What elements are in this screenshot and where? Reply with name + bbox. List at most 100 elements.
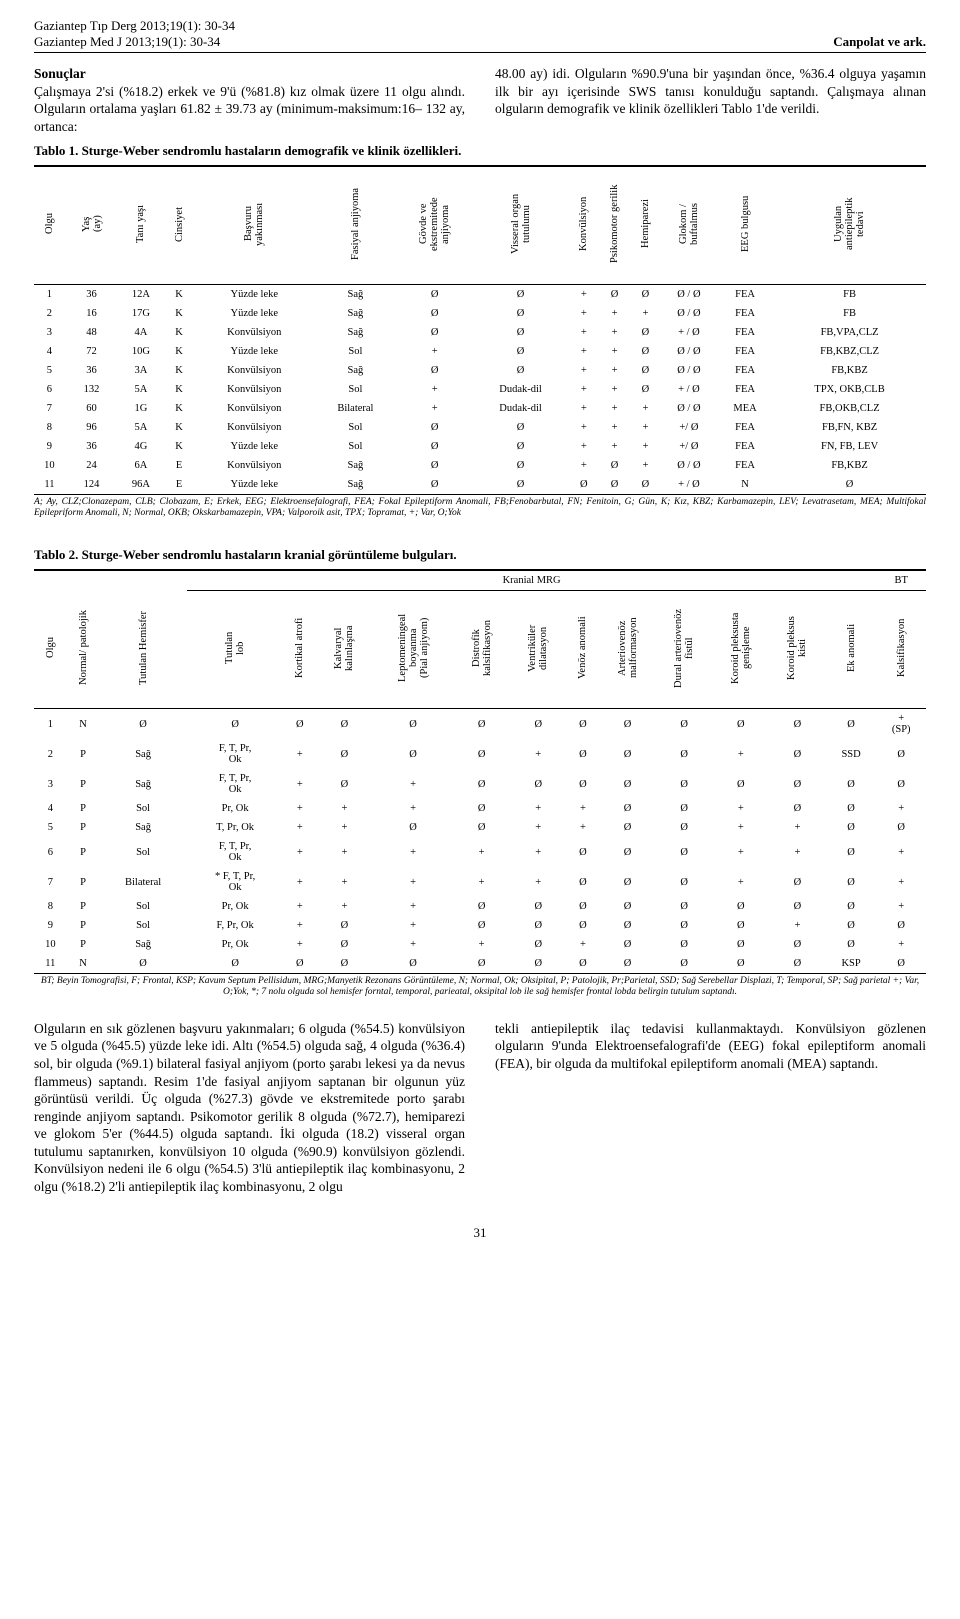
t1-cell: +	[568, 380, 599, 399]
t1-cell: +	[568, 323, 599, 342]
t2-cell: Ø	[453, 769, 510, 799]
t1-cell: Ø	[599, 285, 630, 305]
t2-cell: +	[876, 897, 926, 916]
t1-cell: Ø	[397, 304, 473, 323]
t1-cell: Ø	[773, 475, 926, 495]
table-row: 5PSağT, Pr, Ok++ØØ++ØØ++ØØ	[34, 818, 926, 837]
t1-cell: +	[599, 323, 630, 342]
t2-cell: 5	[34, 818, 67, 837]
t1-cell: 3A	[118, 361, 163, 380]
t2-cell: +	[876, 799, 926, 818]
t1-cell: Ø / Ø	[661, 304, 717, 323]
t2-cell: Ø	[599, 954, 656, 974]
t1-cell: +	[630, 418, 661, 437]
t2-cell: +	[567, 799, 600, 818]
t1-cell: K	[164, 361, 195, 380]
page-number: 31	[34, 1225, 926, 1241]
t2-cell: +	[713, 818, 770, 837]
t1-cell: +/ Ø	[661, 418, 717, 437]
t1-cell: Sağ	[314, 361, 397, 380]
t2-cell: Ø	[510, 709, 567, 740]
t2-cell: +	[510, 867, 567, 897]
t2-cell: +	[373, 916, 454, 935]
t1-cell: Dudak-dil	[473, 380, 569, 399]
t2-cell: Pr, Ok	[187, 935, 284, 954]
t2-cell: Ø	[656, 769, 713, 799]
t1-cell: +	[568, 437, 599, 456]
t2-cell: Ø	[567, 897, 600, 916]
t2-cell: 9	[34, 916, 67, 935]
t1-cell: Ø / Ø	[661, 342, 717, 361]
t2-cell: +	[567, 818, 600, 837]
t1-cell: +	[568, 456, 599, 475]
page-header: Gaziantep Tıp Derg 2013;19(1): 30-34 Gaz…	[34, 18, 926, 53]
t2-cell: 11	[34, 954, 67, 974]
t1-cell: FB,KBZ	[773, 456, 926, 475]
t1-cell: K	[164, 418, 195, 437]
t2-cell: Pr, Ok	[187, 897, 284, 916]
t2-cell: Ø	[510, 954, 567, 974]
t2-cell: P	[67, 897, 100, 916]
intro-left-body: Çalışmaya 2'si (%18.2) erkek ve 9'ü (%81…	[34, 84, 465, 134]
t1-cell: 124	[65, 475, 118, 495]
t1-header: Glokom /buftalmus	[661, 167, 717, 285]
t1-cell: Ø	[473, 456, 569, 475]
t2-cell: Ø	[876, 954, 926, 974]
t1-cell: +	[599, 380, 630, 399]
t1-cell: + / Ø	[661, 323, 717, 342]
t1-cell: FEA	[717, 418, 773, 437]
t2-cell: +	[373, 897, 454, 916]
t1-cell: 3	[34, 323, 65, 342]
t1-cell: FEA	[717, 304, 773, 323]
t1-cell: 5	[34, 361, 65, 380]
t2-cell: +	[373, 837, 454, 867]
t1-cell: Ø	[473, 304, 569, 323]
t1-cell: Ø	[397, 285, 473, 305]
t2-cell: Ø	[656, 916, 713, 935]
table2: Kranial MRGBTOlguNormal/ patolojikTutula…	[34, 569, 926, 974]
t1-cell: 36	[65, 361, 118, 380]
t1-cell: Yüzde leke	[194, 342, 314, 361]
t1-cell: Sağ	[314, 285, 397, 305]
t2-cell: Ø	[656, 897, 713, 916]
table-row: 8965AKKonvülsiyonSolØØ++++/ ØFEAFB,FN, K…	[34, 418, 926, 437]
t2-header: Olgu	[34, 591, 67, 709]
t1-cell: FB,VPA,CLZ	[773, 323, 926, 342]
t2-cell: +	[713, 837, 770, 867]
t2-header: Normal/ patolojik	[67, 591, 100, 709]
t1-cell: 72	[65, 342, 118, 361]
t2-cell: +	[316, 818, 373, 837]
t1-cell: Ø	[568, 475, 599, 495]
t2-cell: +	[316, 897, 373, 916]
t2-cell: Ø	[567, 709, 600, 740]
t1-cell: Ø	[397, 323, 473, 342]
t2-cell: +	[283, 818, 316, 837]
t1-cell: Ø	[473, 285, 569, 305]
t2-cell: Ø	[876, 916, 926, 935]
t1-cell: Konvülsiyon	[194, 380, 314, 399]
t1-cell: Ø	[599, 456, 630, 475]
t1-cell: 11	[34, 475, 65, 495]
table-row: 6PSolF, T, Pr,Ok+++++ØØØ++Ø+	[34, 837, 926, 867]
t2-cell: KSP	[826, 954, 877, 974]
table1-legend: A; Ay, CLZ;Clonazepam, CLB; Clobazam, E;…	[34, 497, 926, 519]
t2-cell: P	[67, 935, 100, 954]
t2-cell: Ø	[567, 954, 600, 974]
t1-cell: Sağ	[314, 475, 397, 495]
t2-header: Dural arteriovenözfistül	[656, 591, 713, 709]
t2-cell: +	[283, 897, 316, 916]
t1-header: Hemiparezi	[630, 167, 661, 285]
t1-header: Uygulanantiepileptiktedavi	[773, 167, 926, 285]
t1-header: Fasiyal anjiyoma	[314, 167, 397, 285]
intro-columns: Sonuçlar Çalışmaya 2'si (%18.2) erkek ve…	[34, 65, 926, 135]
table-row: 10PSağPr, Ok+Ø++Ø+ØØØØØ+	[34, 935, 926, 954]
t1-cell: Yüzde leke	[194, 475, 314, 495]
t2-cell: Ø	[510, 897, 567, 916]
table-row: 1112496AEYüzde lekeSağØØØØØ+ / ØNØ	[34, 475, 926, 495]
t2-cell: +	[283, 769, 316, 799]
t2-cell: Ø	[713, 935, 770, 954]
t2-cell: +	[510, 837, 567, 867]
t1-cell: Ø	[473, 342, 569, 361]
section-title: Sonuçlar	[34, 66, 86, 81]
t1-cell: K	[164, 285, 195, 305]
